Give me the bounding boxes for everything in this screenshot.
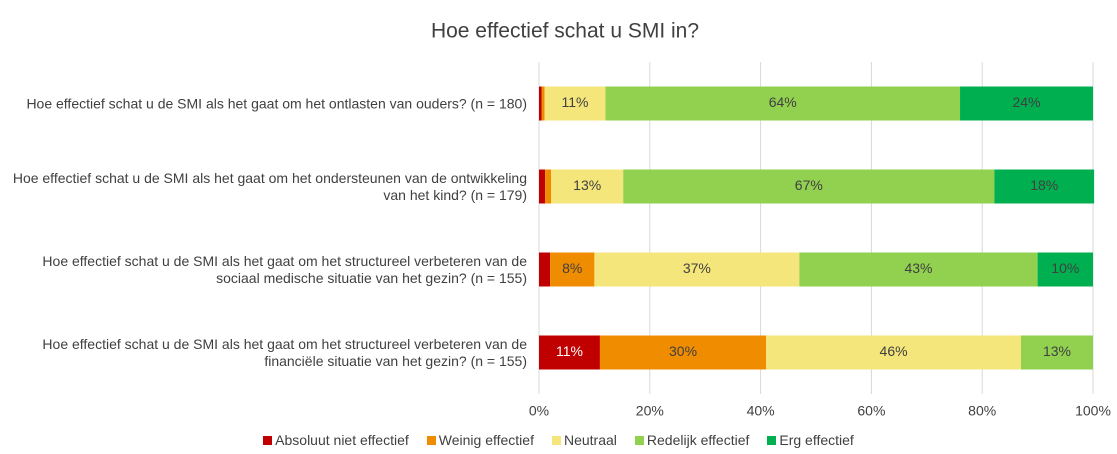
category-label: Hoe effectief schat u de SMI als het gaa…: [12, 169, 527, 203]
legend-swatch: [767, 435, 777, 445]
data-label: 13%: [1043, 343, 1071, 359]
legend: Absoluut niet effectief Weinig effectief N…: [0, 432, 1117, 448]
chart-title: Hoe effectief schat u SMI in?: [431, 20, 699, 43]
data-label: 10%: [1051, 260, 1079, 276]
data-label: 64%: [769, 94, 797, 110]
bar-segment: [994, 169, 1095, 204]
bar-segment: [550, 252, 595, 287]
x-tick-label: 80%: [968, 403, 996, 419]
data-label: 30%: [669, 343, 697, 359]
data-label: 8%: [562, 260, 582, 276]
legend-label: Erg effectief: [779, 432, 854, 448]
legend-label: Neutraal: [563, 432, 617, 448]
bar-segment: [960, 86, 1093, 121]
bar-segment: [594, 252, 800, 287]
bar-segment: [599, 335, 767, 370]
data-label: 11%: [562, 94, 589, 110]
bar-segment: [545, 169, 552, 204]
x-tick-label: 100%: [1075, 403, 1111, 419]
data-label: 37%: [683, 260, 711, 276]
bar-segment: [539, 252, 551, 287]
data-label: 13%: [573, 177, 601, 193]
legend-item: Weinig effectief: [426, 432, 534, 448]
bar-segment: [1037, 252, 1093, 287]
bar-segment: [541, 86, 545, 121]
category-label: Hoe effectief schat u de SMI als het gaa…: [26, 95, 527, 111]
x-tick-label: 20%: [636, 403, 664, 419]
bar-segment: [539, 169, 546, 204]
x-tick-label: 0%: [529, 403, 549, 419]
bar-segment: [539, 86, 542, 121]
legend-label: Absoluut niet effectief: [275, 432, 409, 448]
bar-segment: [799, 252, 1038, 287]
legend-swatch: [551, 435, 561, 445]
data-label: 43%: [904, 260, 932, 276]
data-label: 67%: [795, 177, 823, 193]
bar-segment: [623, 169, 995, 204]
x-tick-label: 40%: [747, 403, 775, 419]
legend-swatch: [634, 435, 644, 445]
legend-swatch: [426, 435, 436, 445]
legend-item: Neutraal: [551, 432, 617, 448]
data-label: 24%: [1013, 94, 1041, 110]
data-label: 46%: [880, 343, 908, 359]
legend-label: Weinig effectief: [438, 432, 534, 448]
legend-item: Absoluut niet effectief: [263, 432, 409, 448]
bar-segment: [544, 86, 606, 121]
legend-item: Erg effectief: [767, 432, 854, 448]
data-label: 11%: [556, 343, 583, 359]
bar-segment: [1020, 335, 1093, 370]
data-label: 18%: [1030, 177, 1058, 193]
legend-swatch: [263, 435, 273, 445]
category-label: Hoe effectief schat u de SMI als het gaa…: [42, 335, 527, 369]
bar-segment: [539, 335, 600, 370]
bar-segment: [605, 86, 961, 121]
bar-segment: [766, 335, 1021, 370]
legend-label: Redelijk effectief: [646, 432, 750, 448]
legend-item: Redelijk effectief: [634, 432, 750, 448]
bar-segment: [551, 169, 624, 204]
category-label: Hoe effectief schat u de SMI als het gaa…: [42, 252, 527, 286]
x-tick-label: 60%: [857, 403, 885, 419]
